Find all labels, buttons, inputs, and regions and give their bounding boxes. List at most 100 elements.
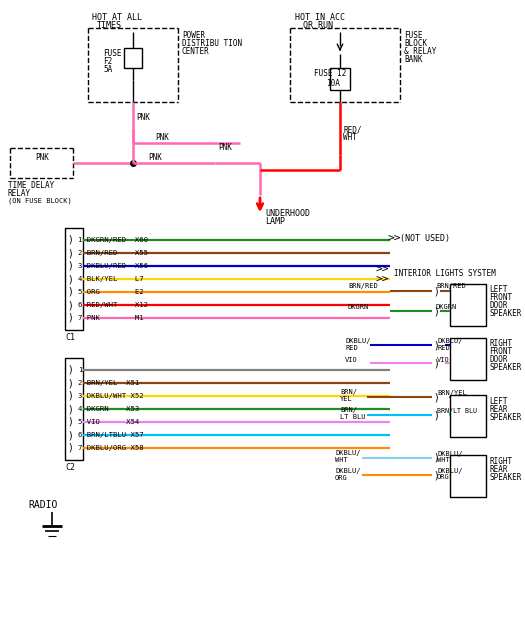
Text: ): ) [67,287,73,297]
Text: UNDERHOOD: UNDERHOOD [265,209,310,217]
Text: (NOT USED): (NOT USED) [400,234,450,243]
Bar [450,455,486,497]
Bar [65,228,83,330]
Text: 7 DKBLU/ORG X58: 7 DKBLU/ORG X58 [78,445,144,451]
Text: RED/: RED/ [343,126,362,135]
Text: CENTER: CENTER [182,47,210,56]
Text: ): ) [433,286,439,296]
Text: & RELAY: & RELAY [404,47,436,56]
Text: DKBLU/: DKBLU/ [437,338,463,344]
Text: LT BLU: LT BLU [340,414,365,420]
Text: REAR: REAR [489,404,508,413]
Text: ): ) [433,306,439,316]
Text: >>: >> [376,275,390,285]
Text: DOOR: DOOR [489,301,508,310]
Text: BRN/: BRN/ [340,389,357,395]
Text: BLOCK: BLOCK [404,39,427,47]
Text: 4 BLK/YEL    L7: 4 BLK/YEL L7 [78,276,144,282]
Bar [330,68,350,90]
Text: DKGRN: DKGRN [436,304,457,310]
Text: 2 BRN/RED    X55: 2 BRN/RED X55 [78,250,148,256]
Text: FUSE 12: FUSE 12 [314,70,346,78]
Bar [450,395,486,437]
Text: LEFT: LEFT [489,396,508,406]
Text: ): ) [67,417,73,427]
Text: WHT: WHT [437,457,450,463]
Text: ): ) [67,378,73,388]
Text: 5 ORG        E2: 5 ORG E2 [78,289,144,295]
Text: DOOR: DOOR [489,355,508,365]
Bar [65,358,83,460]
Text: HOT AT ALL: HOT AT ALL [92,13,142,23]
Text: TIMES: TIMES [97,20,122,30]
Text: ): ) [67,443,73,453]
Text: ): ) [67,261,73,271]
Text: PNK: PNK [148,152,162,162]
Text: BRN/RED: BRN/RED [348,283,378,289]
Text: RIGHT: RIGHT [489,456,512,466]
Text: 7 PNK        M1: 7 PNK M1 [78,315,144,321]
Text: BRN/RED: BRN/RED [436,283,466,289]
Text: PNK: PNK [218,142,232,152]
Text: REAR: REAR [489,465,508,473]
Text: DISTRIBU TION: DISTRIBU TION [182,39,242,47]
Text: 3 DKBLU/WHT X52: 3 DKBLU/WHT X52 [78,393,144,399]
Text: LEFT: LEFT [489,286,508,295]
Text: ): ) [67,235,73,245]
Text: DKBLU/: DKBLU/ [335,450,361,456]
Text: WHT: WHT [335,457,348,463]
Text: DKBLU/: DKBLU/ [345,338,371,344]
Text: PNK: PNK [136,114,150,123]
Text: BRN/: BRN/ [340,407,357,413]
Text: SPEAKER: SPEAKER [489,310,521,319]
Text: 3 DKBLU/RED  X56: 3 DKBLU/RED X56 [78,263,148,269]
Text: ORG: ORG [437,474,450,480]
Text: ): ) [67,404,73,414]
Text: >>: >> [376,265,390,275]
Text: FRONT: FRONT [489,348,512,356]
Text: ): ) [433,470,439,480]
Text: ): ) [433,453,439,463]
Text: ORG: ORG [335,475,348,481]
Text: (ON FUSE BLOCK): (ON FUSE BLOCK) [8,198,72,204]
Text: ): ) [433,392,439,402]
Text: 1: 1 [78,367,82,373]
Text: INTERIOR LIGHTS SYSTEM: INTERIOR LIGHTS SYSTEM [394,269,496,277]
Text: ): ) [433,358,439,368]
Text: ): ) [67,430,73,440]
Text: 1 DKGRN/RED  X60: 1 DKGRN/RED X60 [78,237,148,243]
Text: RIGHT: RIGHT [489,339,512,348]
Text: FUSE: FUSE [103,49,121,58]
Text: VIO: VIO [437,357,450,363]
Text: PNK: PNK [35,152,49,162]
Text: FUSE: FUSE [404,30,423,39]
Bar [450,284,486,326]
Text: DKBLU/: DKBLU/ [437,468,463,474]
Text: 5 VIO      X54: 5 VIO X54 [78,419,139,425]
Text: WHT: WHT [343,133,357,142]
Text: LAMP: LAMP [265,217,285,226]
Text: YEL: YEL [340,396,353,402]
Text: C1: C1 [65,332,75,341]
Text: ): ) [67,365,73,375]
Text: ): ) [433,340,439,350]
Text: BANK: BANK [404,54,423,63]
Text: C2: C2 [65,463,75,471]
Text: 2 BRN/YEL  X51: 2 BRN/YEL X51 [78,380,139,386]
Text: ): ) [67,313,73,323]
Text: 6 RED/WHT    X12: 6 RED/WHT X12 [78,302,148,308]
Text: ): ) [67,391,73,401]
Text: DKBLU/: DKBLU/ [335,468,361,474]
Text: RELAY: RELAY [8,188,31,197]
Text: >>: >> [388,234,402,244]
Bar [450,338,486,380]
Text: F2: F2 [103,56,112,66]
Text: ): ) [67,274,73,284]
Text: BRN/LT BLU: BRN/LT BLU [437,408,477,414]
Text: 5A: 5A [103,64,112,73]
Text: PNK: PNK [155,133,169,142]
Text: SPEAKER: SPEAKER [489,413,521,422]
Text: ): ) [67,248,73,258]
Text: RED: RED [437,345,450,351]
Text: RADIO: RADIO [28,500,57,510]
